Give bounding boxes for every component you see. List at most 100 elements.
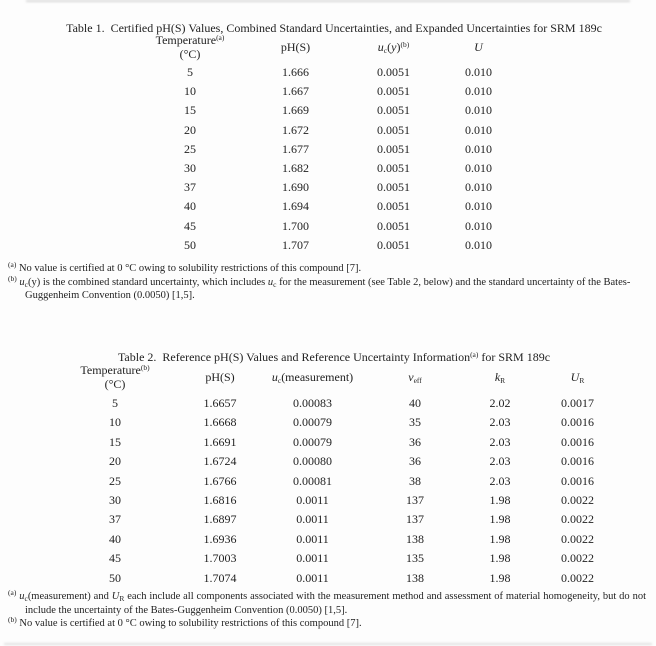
table-cell: 1.667 [282,84,309,99]
table2-title-text2: for SRM 189c [478,350,551,364]
table-cell: 1.7003 [203,551,237,566]
table-row: 15 1.6691 0.00079 36 2.03 0.0016 [55,433,625,452]
table1-body: 5 1.666 0.0051 0.010 10 1.667 0.0051 0.010 15 1.6… [130,63,511,255]
table-cell: 1.700 [282,218,309,233]
table2-header-u-r: UR [570,370,585,385]
table-cell: 0.010 [465,218,492,233]
footnote-marker-a: (a) [8,260,17,269]
table1-footnote-a: (a) No value is certified at 0 °C owing … [8,260,646,276]
table-cell: 0.010 [465,65,492,79]
table-cell: 1.6766 [203,473,237,488]
table1-header-row: Temperature(a) (°C) pH(S) uc(y)(b) U [130,31,511,63]
table-row: 20 1.6724 0.00080 36 2.03 0.0016 [55,452,625,471]
table-cell: 36 [409,434,421,449]
table-cell: 40 [409,396,421,410]
table2-header-nu-eff: νeff [408,370,422,385]
table-cell: 5 [112,396,118,410]
table1-header-temperature-unit: (°C) [179,47,201,61]
table-cell: 1.690 [282,180,309,195]
table-cell: 138 [406,570,424,585]
table-cell: 0.010 [465,103,492,118]
table-cell: 0.0051 [377,84,410,99]
table-cell: 1.7074 [203,570,237,585]
table-cell: 1.6816 [203,493,237,508]
table1-header-temperature: Temperature(a) (°C) [130,31,250,63]
footnote-ref-b: (b) [400,40,410,49]
table-cell: 137 [406,493,424,508]
table-row: 5 1.6657 0.00083 40 2.02 0.0017 [55,394,625,413]
table-cell: 0.00081 [293,473,332,488]
table-cell: 35 [409,415,421,430]
table-cell: 1.98 [489,531,511,546]
table-cell: 0.0017 [561,396,594,410]
table-cell: 0.0051 [377,141,410,156]
table-cell: 1.669 [282,103,309,118]
table-row: 45 1.7003 0.0011 135 1.98 0.0022 [55,549,625,568]
table-cell: 25 [184,141,196,156]
table-row: 37 1.6897 0.0011 137 1.98 0.0022 [55,510,625,529]
table-cell: 50 [109,570,121,585]
table-cell: 15 [184,103,196,118]
table-cell: 0.0011 [296,570,329,585]
table-cell: 20 [109,454,121,469]
table2-body: 5 1.6657 0.00083 40 2.02 0.0017 10 1.6668 0.0007… [55,394,625,588]
table-row: 40 1.694 0.0051 0.010 [130,197,511,216]
table1-header-temperature-line1: Temperature(a) [155,33,225,47]
table2-header-ph: pH(S) [205,370,235,384]
table-cell: 0.0016 [561,434,594,449]
table-cell: 37 [184,180,196,195]
table-row: 10 1.6668 0.00079 35 2.03 0.0016 [55,413,625,432]
table-cell: 0.0022 [561,512,594,527]
table-cell: 135 [406,551,424,566]
table2-header-temperature-line1: Temperature(b) [80,363,150,377]
table-cell: 0.0051 [377,161,410,176]
table-cell: 0.010 [465,84,492,99]
table-cell: 1.6936 [203,531,237,546]
table-row: 20 1.672 0.0051 0.010 [130,121,511,140]
table-cell: 0.0016 [561,473,594,488]
table-cell: 25 [109,473,121,488]
table2-title-text1: Table 2. Reference pH(S) Values and Refe… [117,350,471,364]
table-cell: 1.6724 [203,454,237,469]
table-cell: 1.6668 [203,415,237,430]
table1-footnote-b: (b) uc(y) is the combined standard uncer… [8,273,631,301]
table2-footnotes: (a) uc(measurement) and UR each include … [8,589,646,631]
table1-footnotes: (a) No value is certified at 0 °C owing … [8,260,646,303]
table-cell: 5 [187,65,193,79]
footnote-ref-a2: (a) [470,350,479,359]
footnote-ref-b2: (b) [140,363,150,372]
table-cell: 0.00079 [293,434,332,449]
table2-footnote-b-text: No value is certified at 0 °C owing to s… [19,618,362,629]
table-cell: 1.694 [282,199,309,214]
table-cell: 1.666 [282,65,309,79]
table1-header-ph: pH(S) [280,40,311,54]
table2: Temperature(b) (°C) pH(S) uc(measurement… [55,360,625,588]
table2-header-k-r: kR [494,370,506,385]
table-cell: 0.0016 [561,454,594,469]
table-cell: 0.0051 [377,180,410,195]
table-cell: 10 [184,84,196,99]
table2-header-temperature-unit: (°C) [104,377,126,391]
table-cell: 1.6897 [203,512,237,527]
table-cell: 0.0051 [377,218,410,233]
table-row: 30 1.682 0.0051 0.010 [130,159,511,178]
table-row: 25 1.677 0.0051 0.010 [130,140,511,159]
table-row: 50 1.707 0.0051 0.010 [130,236,511,255]
table-cell: 2.03 [489,434,511,449]
table-cell: 38 [409,473,421,488]
table1-footnote-b-text1: (y) is the combined standard uncertainty… [27,276,268,288]
table-cell: 0.00080 [293,454,332,469]
table2-header-temperature: Temperature(b) (°C) [55,360,175,394]
table-cell: 2.03 [489,454,511,469]
table-cell: 1.6691 [203,434,237,449]
table-cell: 0.0051 [377,122,410,137]
table2-footnote-b: (b) No value is certified at 0 °C owing … [8,616,646,631]
table-cell: 1.672 [282,122,309,137]
table-cell: 37 [109,512,121,527]
table-cell: 30 [184,161,196,176]
table-cell: 1.6657 [203,396,237,410]
table-cell: 1.707 [282,237,309,252]
table-cell: 0.0022 [561,570,594,585]
footnote-marker-b: (b) [8,273,17,283]
